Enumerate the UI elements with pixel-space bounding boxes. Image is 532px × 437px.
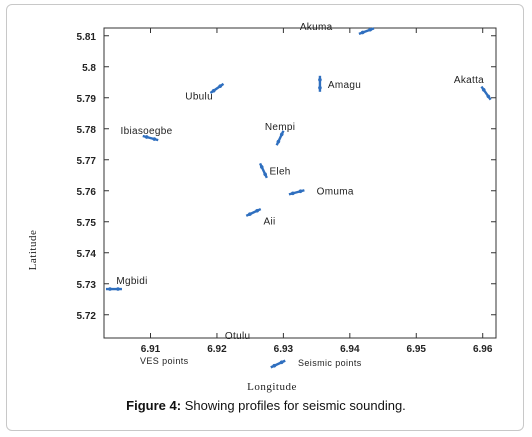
site-label-ubulu: Ubulu (185, 91, 213, 102)
site-marker-eleh (258, 162, 268, 179)
legend-seismic-marker (270, 359, 286, 369)
site-marker-ubulu (209, 82, 225, 95)
site-marker-aii (245, 207, 262, 217)
site-marker-nempi (275, 130, 285, 146)
site-label-mgbidi: Mgbidi (116, 276, 147, 287)
caption-text: Showing profiles for seismic sounding. (181, 398, 406, 413)
caption-label: Figure 4: (126, 398, 182, 413)
y-tick-label: 5.74 (77, 249, 97, 260)
site-marker-mgbidi (105, 287, 122, 291)
y-tick-label: 5.8 (82, 63, 96, 74)
site-label-otulu: Otulu (225, 331, 250, 342)
site-label-nempi: Nempi (265, 122, 295, 133)
site-marker-amagu (318, 75, 322, 92)
y-tick-label: 5.77 (77, 156, 97, 167)
site-label-eleh: Eleh (269, 167, 290, 178)
y-tick-label: 5.78 (77, 125, 97, 136)
y-tick-label: 5.81 (77, 32, 97, 43)
legend-ves-points: VES points (140, 356, 189, 366)
x-tick-label: 6.96 (473, 344, 493, 355)
figure-frame (6, 4, 524, 431)
plot-area (103, 27, 497, 339)
x-tick-label: 6.94 (340, 344, 360, 355)
site-markers: Akuma Akatta Amagu Ubulu Ibiasoegbe Nempi Eleh… (105, 22, 492, 342)
y-tick-label: 5.76 (77, 187, 97, 198)
x-tick-label: 6.92 (207, 344, 227, 355)
x-axis-label: Longitude (247, 381, 297, 393)
y-tick-label: 5.75 (77, 218, 97, 229)
site-label-ibiasoegbe: Ibiasoegbe (121, 126, 173, 137)
y-axis-label: Latitude (27, 230, 39, 271)
site-marker-ibiasoegbe (142, 134, 159, 142)
y-tick-label: 5.73 (77, 280, 97, 291)
x-tick-label: 6.93 (274, 344, 294, 355)
y-tick-label: 5.72 (77, 311, 97, 322)
site-marker-omuma (288, 189, 305, 196)
y-axis-ticks: 5.81 5.8 5.79 5.78 5.77 5.76 5.75 5.74 5.73 5.72 (77, 32, 496, 322)
site-marker-akatta (480, 85, 492, 101)
site-label-aii: Aii (263, 216, 275, 227)
site-marker-akuma (358, 27, 375, 35)
x-axis-ticks: 6.91 6.92 6.93 6.94 6.95 6.96 (141, 28, 493, 355)
y-tick-label: 5.79 (77, 94, 97, 105)
scatter-chart: 6.91 6.92 6.93 6.94 6.95 6.96 5.81 5.8 5.79 5.78… (27, 22, 497, 393)
x-tick-label: 6.91 (141, 344, 161, 355)
site-label-omuma: Omuma (317, 186, 354, 197)
site-label-amagu: Amagu (328, 80, 361, 91)
site-label-akatta: Akatta (454, 75, 484, 86)
site-label-akuma: Akuma (300, 22, 333, 33)
legend-seismic-points: Seismic points (298, 358, 362, 368)
figure-caption: Figure 4: Showing profiles for seismic s… (0, 398, 532, 413)
x-tick-label: 6.95 (407, 344, 427, 355)
